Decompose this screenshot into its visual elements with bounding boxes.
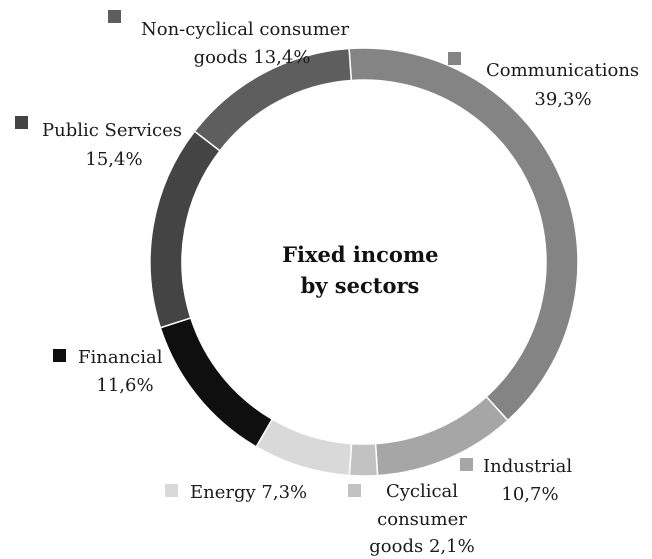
slice-label-cyclical-consumer-goods-line-2: consumer — [377, 509, 467, 530]
chart-title: Fixed income by sectors — [282, 242, 446, 298]
slice-label-communications-line-1: Communications — [486, 60, 639, 81]
legend-marker-public-services — [15, 116, 28, 129]
slice-label-communications-line-2: 39,3% — [534, 89, 591, 110]
legend-marker-communications — [448, 52, 461, 65]
slice-financial — [159, 316, 274, 448]
chart-title-line-2: by sectors — [301, 273, 420, 298]
slice-label-cyclical-consumer-goods-line-1: Cyclical — [386, 481, 458, 502]
slice-label-public-services-line-1: Public Services — [42, 120, 182, 141]
slice-non-cyclical-consumer-goods — [193, 47, 353, 152]
slice-label-industrial-line-1: Industrial — [483, 456, 572, 477]
slice-label-financial-line-1: Financial — [78, 347, 163, 368]
legend-marker-non-cyclical-consumer-goods — [108, 10, 121, 23]
legend-marker-industrial — [460, 458, 473, 471]
donut-slices — [149, 47, 579, 477]
chart-title-line-1: Fixed income — [282, 242, 438, 267]
legend-marker-financial — [53, 349, 66, 362]
legend-markers — [15, 10, 473, 497]
slice-energy — [255, 418, 353, 477]
slice-label-non-cyclical-consumer-goods-line-1: Non-cyclical consumer — [141, 19, 349, 40]
slice-public-services — [149, 130, 221, 329]
slice-cyclical-consumer-goods — [348, 442, 379, 477]
slice-label-energy-line-1: Energy 7,3% — [190, 482, 307, 503]
legend-marker-energy — [165, 484, 178, 497]
slice-label-financial-line-2: 11,6% — [96, 375, 153, 396]
slice-label-non-cyclical-consumer-goods-line-2: goods 13,4% — [194, 47, 311, 68]
slice-label-cyclical-consumer-goods-line-3: goods 2,1% — [369, 536, 474, 557]
slice-labels: Communications 39,3% Industrial 10,7% Cyclic… — [42, 19, 639, 557]
legend-marker-cyclical-consumer-goods — [348, 484, 361, 497]
slice-label-public-services-line-2: 15,4% — [85, 149, 142, 170]
slice-label-industrial-line-2: 10,7% — [501, 484, 558, 505]
